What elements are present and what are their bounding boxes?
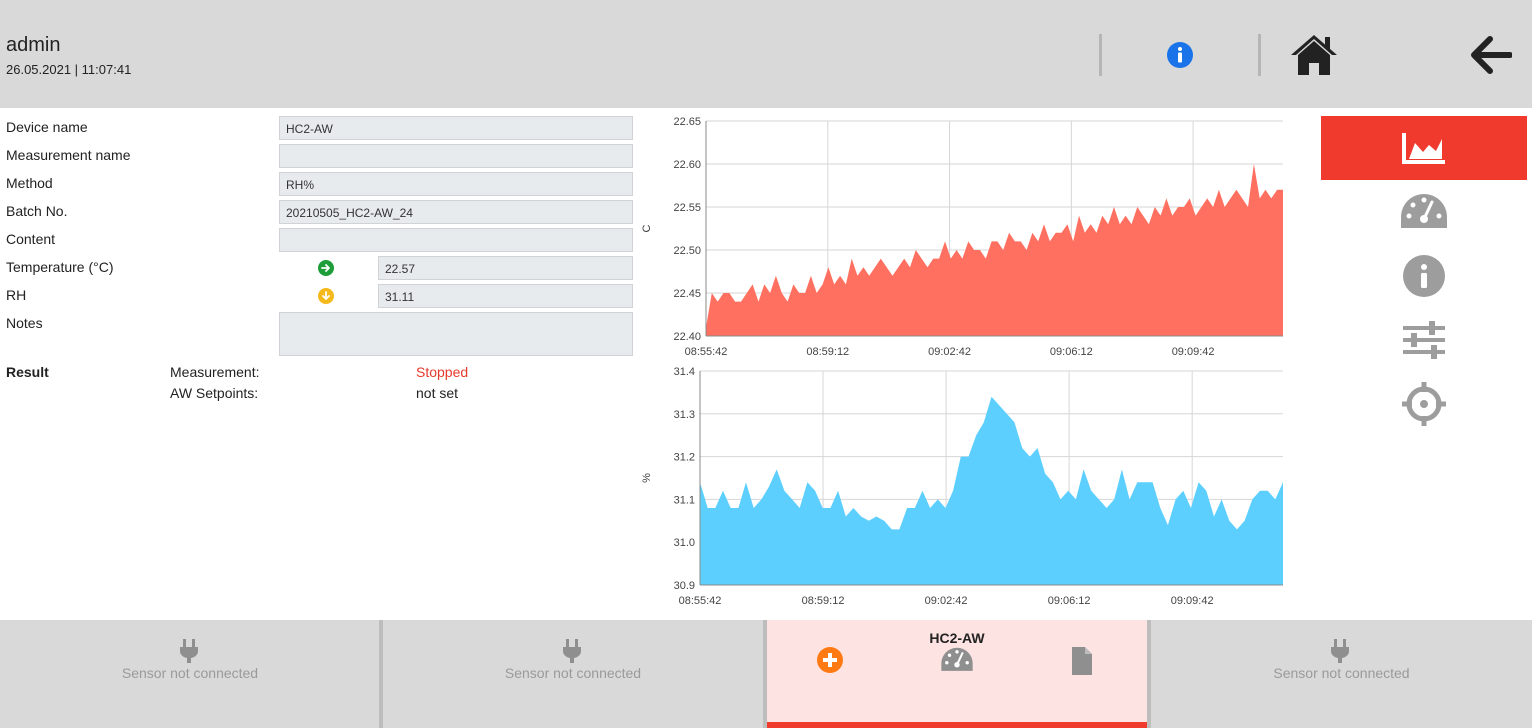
y-tick-label: 30.9 [674, 580, 695, 592]
area-chart-icon [1402, 133, 1445, 164]
rail-chart-button[interactable] [1321, 116, 1527, 180]
y-tick-label: 31.4 [674, 366, 695, 378]
temperature-field: 22.57 [378, 256, 633, 280]
humidity-chart: 30.9 31.0 31.1 31.2 31.3 31.4 08:55:42 08:59:12… [641, 366, 1283, 607]
info-icon [1167, 42, 1193, 68]
back-button[interactable] [1468, 30, 1514, 80]
notes-label: Notes [6, 315, 43, 331]
y-tick-label: 22.60 [673, 159, 701, 171]
measurement-status: Stopped [416, 364, 469, 380]
info-button[interactable] [1160, 30, 1200, 80]
plug-icon [562, 639, 582, 663]
plug-icon [179, 639, 199, 663]
y-tick-label: 22.45 [673, 288, 701, 300]
add-icon [817, 647, 843, 673]
datetime: 26.05.2021 | 11:07:41 [6, 62, 132, 77]
y-axis-label: C [641, 224, 653, 232]
tab-divider [763, 620, 767, 728]
content-label: Content [6, 231, 56, 247]
setpoints-key: AW Setpoints: [170, 385, 259, 401]
device-name-label: Device name [6, 119, 88, 135]
plug-icon [1330, 639, 1350, 663]
rail-info-button[interactable] [1398, 250, 1450, 302]
content-field[interactable] [279, 228, 633, 252]
notes-field[interactable] [279, 312, 633, 356]
result-label: Result [6, 364, 49, 380]
rail-gauge-button[interactable] [1398, 186, 1450, 238]
gauge-icon [941, 647, 973, 671]
measurement-name-field[interactable] [279, 144, 633, 168]
setpoints-value: not set [416, 385, 459, 401]
y-tick-label: 22.40 [673, 331, 701, 343]
x-tick-label: 09:06:12 [1050, 346, 1093, 358]
x-tick-label: 08:55:42 [679, 595, 722, 607]
home-button[interactable] [1288, 30, 1340, 80]
user-name: admin [6, 34, 61, 56]
y-tick-label: 31.3 [674, 409, 695, 421]
x-tick-label: 09:06:12 [1048, 595, 1091, 607]
sensor-tab-bar: Sensor not connected Sensor not connecte… [0, 620, 1532, 728]
active-tab-indicator [767, 722, 1147, 728]
sensor-status: Sensor not connected [121, 665, 259, 681]
rail-target-button[interactable] [1398, 378, 1450, 430]
tab-divider [379, 620, 383, 728]
y-tick-label: 31.1 [674, 494, 695, 506]
rh-trend-icon [318, 288, 334, 304]
y-tick-label: 22.55 [673, 202, 701, 214]
y-axis-label: % [641, 473, 653, 483]
measurement-key: Measurement: [170, 364, 260, 380]
info-icon [1403, 255, 1445, 297]
sensor-tab-2[interactable]: Sensor not connected [383, 620, 763, 728]
sensor-status: Sensor not connected [1273, 665, 1410, 681]
x-tick-label: 09:02:42 [928, 346, 971, 358]
crosshair-icon [1402, 382, 1446, 426]
method-label: Method [6, 175, 53, 191]
x-tick-label: 09:09:42 [1171, 595, 1214, 607]
sensor-tab-4[interactable]: Sensor not connected [1151, 620, 1532, 728]
temperature-trend-icon [318, 260, 334, 276]
x-tick-label: 09:09:42 [1172, 346, 1215, 358]
x-tick-label: 09:02:42 [925, 595, 968, 607]
y-tick-label: 31.0 [674, 537, 695, 549]
gauge-icon [1401, 194, 1447, 228]
header-divider [1099, 34, 1102, 76]
sensor-tab-title: HC2-AW [929, 630, 985, 646]
sliders-icon [1403, 321, 1445, 359]
x-tick-label: 08:59:12 [806, 346, 849, 358]
x-tick-label: 08:55:42 [685, 346, 728, 358]
sensor-tab-1[interactable]: Sensor not connected [0, 620, 380, 728]
header-divider [1258, 34, 1261, 76]
tab-divider [1147, 620, 1151, 728]
y-tick-label: 31.2 [674, 452, 695, 464]
x-tick-label: 08:59:12 [802, 595, 845, 607]
rh-field: 31.11 [378, 284, 633, 308]
temperature-label: Temperature (°C) [6, 259, 114, 275]
measurement-form: Device name HC2-AW Measurement name Meth… [0, 108, 640, 620]
y-tick-label: 22.65 [673, 116, 701, 128]
batch-no-label: Batch No. [6, 203, 68, 219]
sensor-status: Sensor not connected [504, 665, 642, 681]
method-field[interactable]: RH% [279, 172, 633, 196]
y-tick-label: 22.50 [673, 245, 701, 257]
device-name-field[interactable]: HC2-AW [279, 116, 633, 140]
series-area [706, 164, 1283, 336]
rail-settings-button[interactable] [1398, 314, 1450, 366]
series-area [700, 396, 1283, 585]
home-icon [1291, 35, 1337, 75]
document-icon [1072, 647, 1092, 675]
header: admin 26.05.2021 | 11:07:41 [0, 0, 1532, 108]
batch-no-field[interactable]: 20210505_HC2-AW_24 [279, 200, 633, 224]
add-measurement-button[interactable] [815, 645, 845, 675]
tab-gauge-button[interactable] [939, 645, 975, 675]
measurement-name-label: Measurement name [6, 147, 131, 163]
temperature-chart: 22.40 22.45 22.50 22.55 22.60 22.65 08:55:42 08… [641, 116, 1283, 358]
back-arrow-icon [1471, 36, 1512, 74]
sensor-tab-3[interactable]: HC2-AW [767, 620, 1147, 728]
rh-label: RH [6, 287, 27, 303]
tab-document-button[interactable] [1069, 645, 1095, 677]
